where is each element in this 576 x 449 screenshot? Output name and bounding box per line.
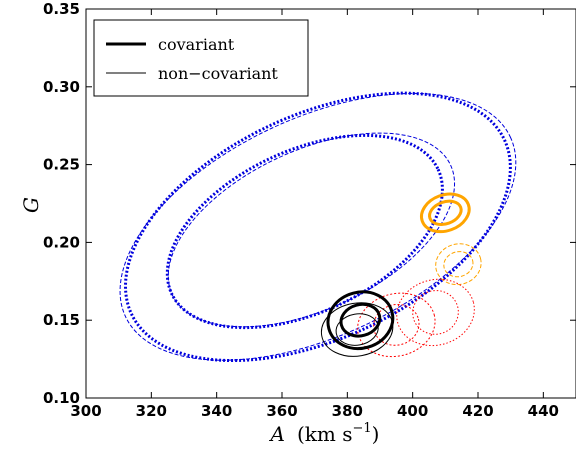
contour-1-1 (167, 132, 456, 328)
x-tick-label-440: 440 (528, 402, 559, 420)
y-tick-label-0.35: 0.35 (43, 0, 80, 18)
x-axis-unit-exponent: −1 (352, 421, 371, 436)
x-tick-label-380: 380 (332, 402, 363, 420)
contour-2-1 (428, 199, 463, 226)
contour-0-0 (123, 91, 512, 363)
contour-1-0 (119, 92, 517, 361)
x-axis-symbol: A (269, 422, 285, 446)
x-axis-label: A (km s−1) (269, 421, 380, 446)
contour-5-1 (412, 290, 459, 335)
contour-7-0 (320, 302, 394, 357)
y-tick-label-0.15: 0.15 (43, 311, 80, 329)
contour-3-0 (435, 243, 482, 286)
x-tick-label-300: 300 (70, 402, 101, 420)
y-tick-label-0.25: 0.25 (43, 156, 80, 174)
contour-0-1 (165, 133, 444, 330)
x-axis-unit: (km s (297, 422, 353, 446)
contour-7-1 (335, 313, 379, 346)
contour-6-1 (339, 302, 382, 338)
tick-layer: 300 320 340 360 380 400 420 440 0.10 0.15 0.20 0.25… (43, 0, 576, 420)
contour-layer (119, 91, 517, 363)
y-tick-label-0.3: 0.30 (43, 78, 80, 96)
contour-2-0 (420, 192, 471, 234)
x-tick-label-420: 420 (462, 402, 493, 420)
legend-box (93, 19, 309, 97)
contour-4-0 (357, 292, 436, 358)
contour-3-1 (443, 251, 474, 278)
y-tick-label-0.1: 0.10 (43, 389, 80, 407)
legend: covariant non−covariant (93, 19, 309, 97)
x-axis-unit-close: ) (372, 422, 380, 446)
y-axis-label: G (19, 197, 43, 213)
contour-5-0 (396, 278, 475, 347)
legend-label-covariant: covariant (158, 35, 235, 54)
x-tick-label-360: 360 (266, 402, 297, 420)
x-tick-label-340: 340 (201, 402, 232, 420)
legend-label-non-covariant: non−covariant (158, 64, 278, 83)
plot-frame (85, 8, 576, 399)
x-tick-label-320: 320 (136, 402, 167, 420)
x-tick-label-400: 400 (397, 402, 428, 420)
contour-6-0 (326, 290, 395, 351)
contour-4-1 (373, 303, 420, 346)
y-tick-label-0.2: 0.20 (43, 233, 80, 251)
